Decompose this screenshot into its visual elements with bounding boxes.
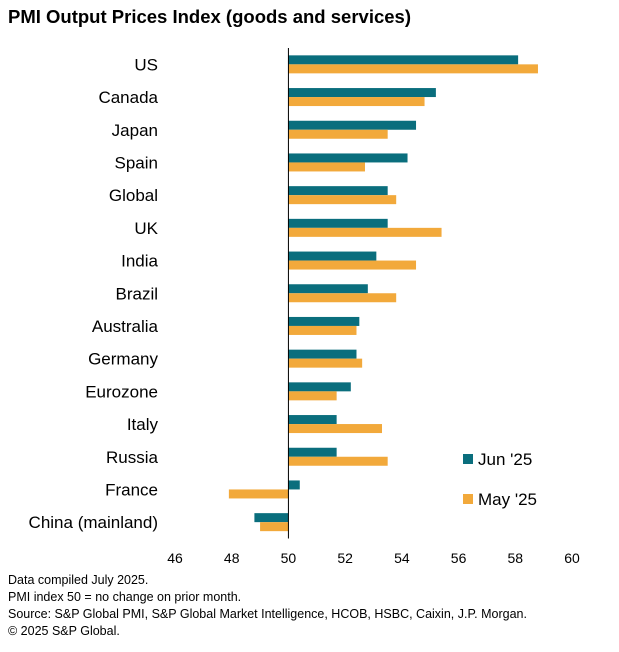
note-source: Source: S&P Global PMI, S&P Global Marke… (8, 607, 527, 621)
bar-france-may-25 (228, 489, 289, 499)
bar-global-may-25 (288, 195, 397, 205)
legend: Jun '25 May '25 (463, 450, 537, 509)
bar-uk-jun-25 (288, 218, 388, 228)
category-label-us: US (134, 55, 158, 74)
footnotes: Data compiled July 2025. PMI index 50 = … (8, 572, 527, 640)
bar-russia-jun-25 (288, 447, 337, 457)
bar-eurozone-may-25 (288, 391, 337, 401)
bar-spain-jun-25 (288, 153, 408, 163)
bar-japan-may-25 (288, 129, 388, 139)
category-labels: US Canada Japan Spain Global UK India Brazil Aus… (29, 55, 159, 532)
x-tick-label-48: 48 (224, 550, 240, 566)
category-label-japan: Japan (112, 121, 158, 140)
bar-italy-may-25 (288, 424, 383, 434)
chart-title: PMI Output Prices Index (goods and servi… (8, 6, 411, 27)
category-label-india: India (121, 252, 158, 271)
x-tick-label-46: 46 (167, 550, 183, 566)
category-label-australia: Australia (92, 317, 159, 336)
bar-china-mainland-may-25 (260, 522, 289, 532)
bar-germany-may-25 (288, 358, 363, 368)
category-label-france: France (105, 480, 158, 499)
note-index-definition: PMI index 50 = no change on prior month. (8, 590, 242, 604)
bar-chart: US Canada Japan Spain Global UK India Brazil Aus… (29, 48, 580, 566)
bar-france-jun-25 (288, 480, 300, 490)
x-tick-label-54: 54 (394, 550, 410, 566)
category-label-global: Global (109, 186, 158, 205)
x-tick-label-60: 60 (564, 550, 580, 566)
bar-us-may-25 (288, 64, 538, 74)
bar-us-jun-25 (288, 55, 519, 65)
note-copyright: © 2025 S&P Global. (8, 624, 120, 638)
legend-label-jun-25: Jun '25 (478, 450, 532, 469)
category-label-russia: Russia (106, 448, 159, 467)
bar-australia-jun-25 (288, 316, 360, 326)
bar-japan-jun-25 (288, 120, 417, 130)
category-label-eurozone: Eurozone (85, 382, 158, 401)
note-compiled: Data compiled July 2025. (8, 573, 149, 587)
bar-canada-may-25 (288, 97, 425, 107)
category-label-germany: Germany (88, 350, 158, 369)
bar-brazil-may-25 (288, 293, 397, 303)
category-label-china-mainland: China (mainland) (29, 513, 158, 532)
legend-swatch-may-25 (463, 494, 473, 504)
bar-brazil-jun-25 (288, 284, 368, 294)
x-tick-label-58: 58 (507, 550, 523, 566)
bar-spain-may-25 (288, 162, 365, 172)
bar-germany-jun-25 (288, 349, 357, 359)
bar-india-jun-25 (288, 251, 377, 261)
bar-eurozone-jun-25 (288, 382, 351, 392)
x-tick-label-52: 52 (337, 550, 353, 566)
bar-russia-may-25 (288, 456, 388, 466)
bar-china-mainland-jun-25 (254, 513, 289, 523)
category-label-uk: UK (134, 219, 158, 238)
bar-uk-may-25 (288, 227, 442, 237)
category-label-italy: Italy (127, 415, 159, 434)
x-tick-label-50: 50 (281, 550, 297, 566)
x-axis-ticks: 46 48 50 52 54 56 58 60 (167, 550, 580, 566)
bar-global-jun-25 (288, 186, 388, 196)
bars-layer (228, 55, 538, 532)
category-label-brazil: Brazil (115, 284, 158, 303)
bar-australia-may-25 (288, 325, 357, 335)
bar-italy-jun-25 (288, 415, 337, 425)
x-tick-label-56: 56 (451, 550, 467, 566)
category-label-spain: Spain (115, 153, 158, 172)
legend-label-may-25: May '25 (478, 490, 537, 509)
bar-canada-jun-25 (288, 88, 436, 98)
legend-swatch-jun-25 (463, 454, 473, 464)
category-label-canada: Canada (98, 88, 158, 107)
bar-india-may-25 (288, 260, 417, 270)
